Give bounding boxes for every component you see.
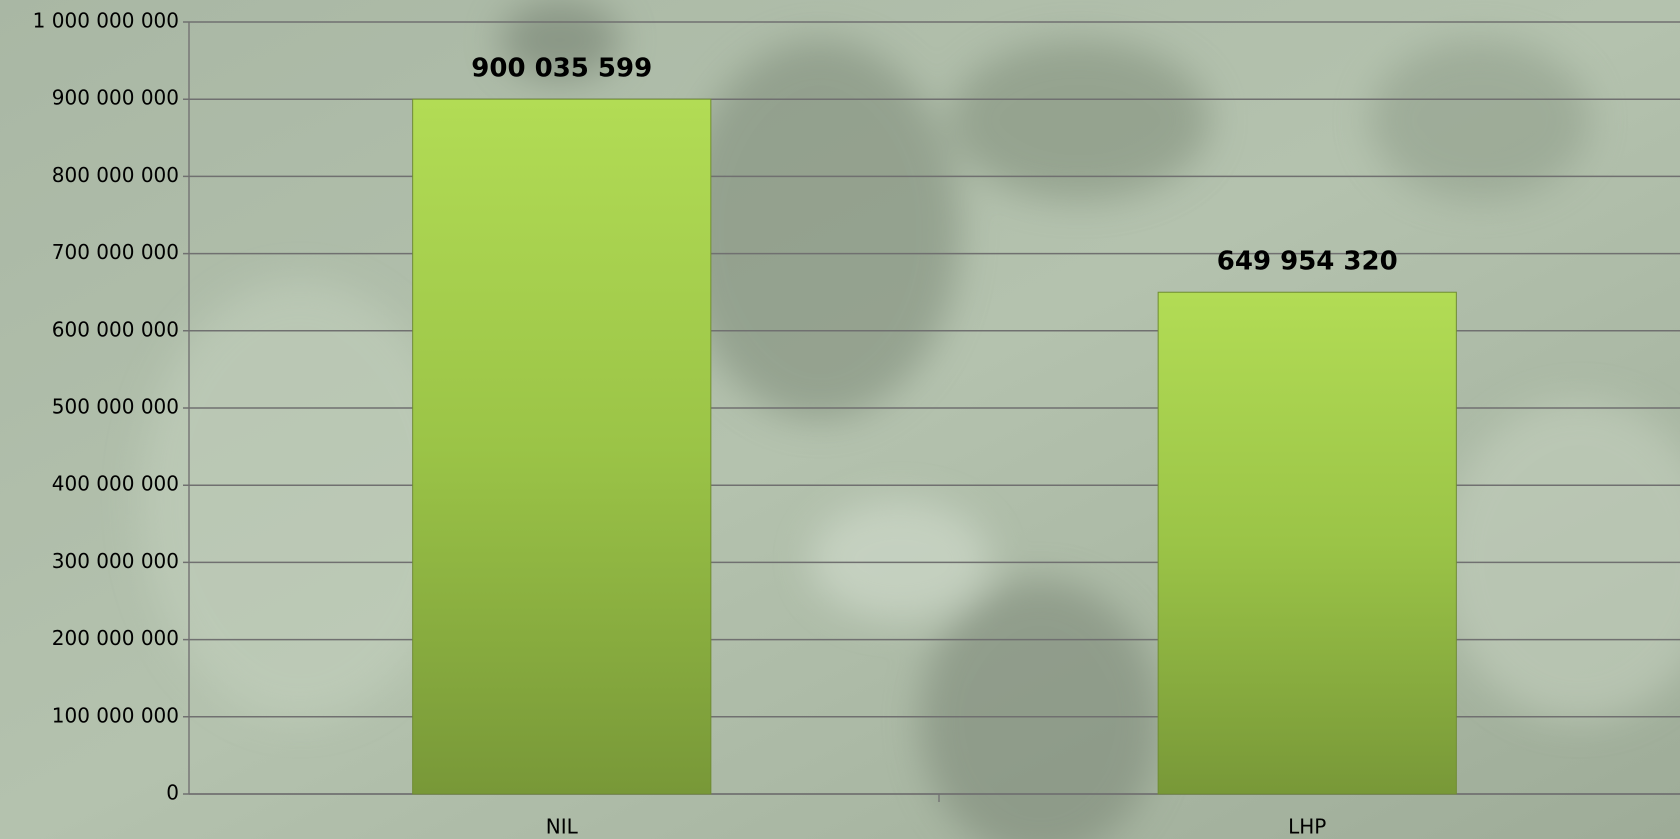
x-tick-label: LHP [1288,815,1326,839]
y-tick-label: 800 000 000 [52,163,179,187]
x-tick-label: NIL [546,815,579,839]
value-label: 900 035 599 [471,54,652,84]
y-tick-label: 100 000 000 [52,703,179,727]
y-tick-label: 600 000 000 [52,317,179,341]
y-tick-label: 700 000 000 [52,240,179,264]
y-tick-label: 0 [166,781,179,805]
value-label: 649 954 320 [1217,247,1398,277]
y-tick-label: 300 000 000 [52,549,179,573]
y-tick-label: 500 000 000 [52,395,179,419]
y-tick-label: 200 000 000 [52,626,179,650]
y-tick-label: 400 000 000 [52,472,179,496]
y-tick-label: 900 000 000 [52,86,179,110]
bar [412,98,712,795]
bar [1157,291,1457,795]
y-tick-label: 1 000 000 000 [33,9,179,33]
